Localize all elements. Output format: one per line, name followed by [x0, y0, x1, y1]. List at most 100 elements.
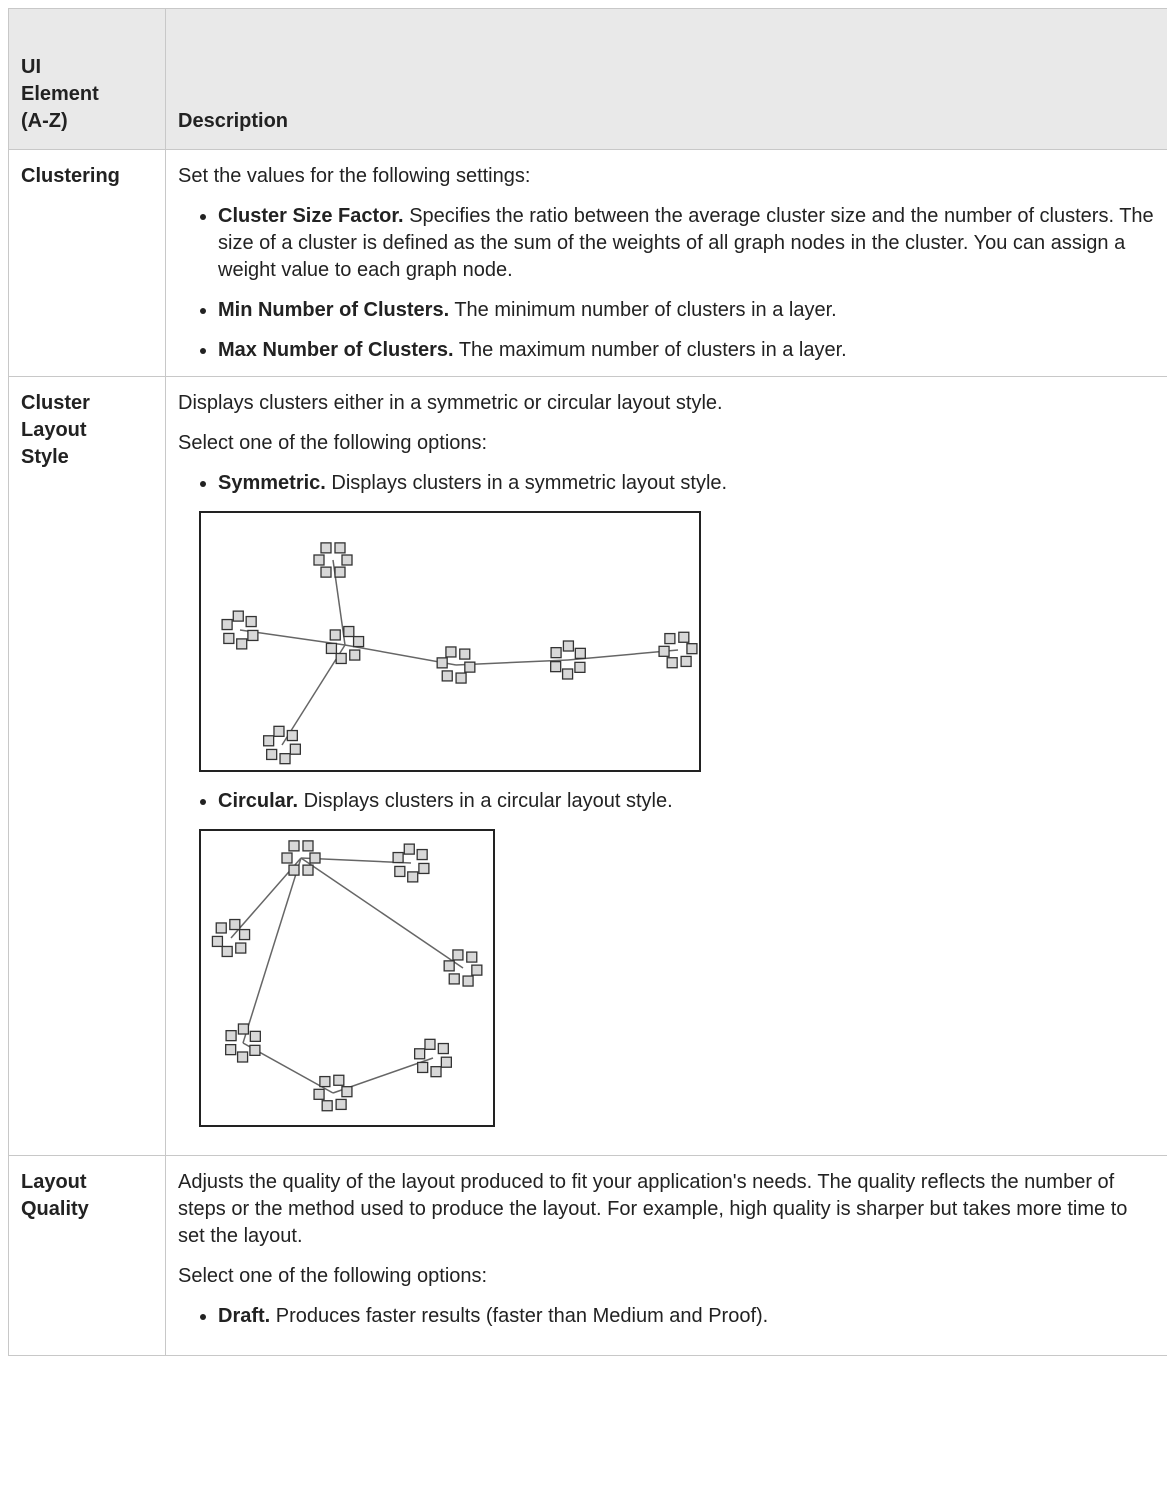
circular-layout-image [199, 829, 495, 1127]
node [680, 655, 692, 668]
node [333, 1074, 345, 1086]
node [403, 843, 415, 855]
row: Clustering Set the values for the follow… [8, 149, 1167, 377]
paragraph: Set the values for the following setting… [178, 165, 531, 187]
node [334, 542, 346, 554]
node [574, 661, 586, 674]
node [335, 652, 347, 665]
list: Symmetric. Displays clusters in a symmet… [178, 470, 1155, 1127]
node [335, 1098, 347, 1111]
element-cell: Layout Quality [8, 1155, 166, 1356]
node [459, 648, 471, 660]
description-cell: Adjusts the quality of the layout produc… [165, 1155, 1167, 1356]
term: Cluster Size Factor. [218, 205, 404, 227]
node [329, 629, 341, 641]
node [574, 647, 586, 660]
node [325, 642, 338, 655]
node [273, 725, 285, 737]
item-text: The minimum number of clusters in a laye… [454, 299, 837, 321]
term: Symmetric. [218, 472, 326, 494]
node [320, 542, 332, 554]
node [441, 670, 453, 682]
item-text: Specifies the ratio between the average … [218, 205, 1154, 281]
header-text: UI Element (A-Z) [21, 56, 99, 132]
list-item: Symmetric. Displays clusters in a symmet… [199, 470, 1155, 772]
node [288, 864, 300, 876]
element-cell: Clustering [8, 149, 166, 377]
node [437, 1042, 449, 1055]
node [262, 735, 275, 747]
node [440, 1056, 453, 1068]
node [309, 852, 321, 864]
element-cell: Cluster Layout Style [8, 376, 166, 1156]
term: Min Number of Clusters. [218, 299, 450, 321]
node [407, 871, 419, 883]
node [417, 1061, 429, 1074]
node [464, 661, 476, 673]
item-text: Displays clusters in a circular layout s… [303, 790, 673, 812]
node [462, 975, 474, 987]
list-item: Max Number of Clusters. The maximum numb… [218, 337, 1155, 364]
node [443, 960, 455, 972]
node [550, 646, 562, 659]
edge [281, 644, 346, 746]
node [249, 1044, 261, 1057]
node [236, 638, 248, 650]
node [249, 1030, 261, 1043]
paragraph: Displays clusters either in a symmetric … [178, 392, 723, 414]
node [313, 1088, 325, 1100]
node [341, 554, 353, 566]
node [550, 660, 562, 673]
node [466, 951, 478, 963]
node [678, 631, 690, 643]
node [288, 840, 300, 852]
node [416, 848, 428, 861]
node [664, 632, 676, 645]
edge [300, 857, 464, 969]
node [334, 566, 346, 578]
node [236, 1051, 249, 1063]
node [302, 840, 314, 852]
ui-table: UI Element (A-Z) Description Clustering … [8, 8, 1167, 1356]
header-cell: Description [165, 8, 1167, 150]
row: Cluster Layout Style Displays clusters e… [8, 376, 1167, 1156]
item-text: Produces faster results (faster than Med… [275, 1305, 769, 1327]
node [394, 865, 406, 878]
node [221, 945, 233, 958]
node [341, 1086, 353, 1098]
node [445, 646, 457, 658]
node [352, 635, 365, 648]
node [430, 1066, 442, 1078]
node [686, 643, 698, 655]
node [313, 554, 325, 566]
node [238, 928, 251, 941]
node [658, 645, 670, 657]
list-item: Min Number of Clusters. The minimum numb… [218, 297, 1155, 324]
node [349, 649, 361, 661]
list: Draft. Produces faster results (faster t… [178, 1303, 1155, 1330]
node [392, 851, 404, 864]
node [266, 748, 278, 761]
node [247, 629, 259, 642]
node [455, 672, 467, 684]
header-text: Description [178, 110, 289, 132]
item-text: Displays clusters in a symmetric layout … [331, 472, 728, 494]
node [562, 640, 575, 652]
node [319, 1075, 331, 1088]
node [225, 1029, 237, 1042]
node [245, 615, 257, 628]
node [223, 632, 235, 645]
node [471, 964, 483, 976]
edge [242, 857, 302, 1044]
node [286, 729, 298, 742]
item-text: The maximum number of clusters in a laye… [458, 339, 847, 361]
description-cell: Displays clusters either in a symmetric … [165, 376, 1167, 1156]
node [225, 1043, 237, 1056]
node [413, 1048, 426, 1060]
node [221, 618, 233, 631]
node [211, 935, 224, 948]
header-row: UI Element (A-Z) Description [8, 8, 1167, 150]
node [229, 918, 241, 931]
paragraph: Select one of the following options: [178, 432, 488, 454]
